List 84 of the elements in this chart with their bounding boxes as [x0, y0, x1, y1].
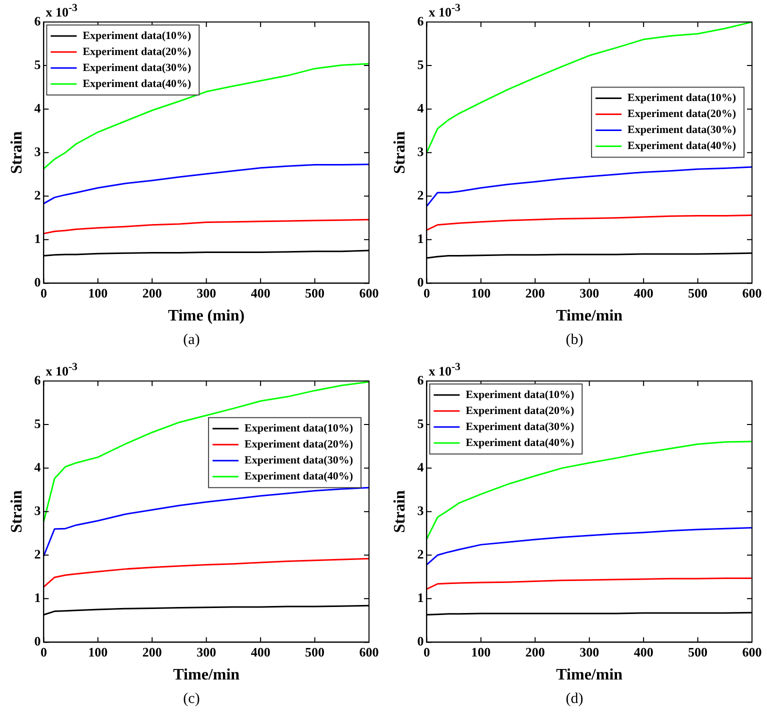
y-tick-label: 6 — [417, 13, 424, 28]
legend-label: Experiment data(30%) — [466, 420, 574, 433]
y-tick-label: 2 — [417, 546, 424, 562]
legend-label: Experiment data(10%) — [244, 422, 354, 434]
legend-label: Experiment data(10%) — [628, 92, 736, 104]
legend-label: Experiment data(20%) — [82, 46, 192, 58]
x-tick-label: 600 — [742, 644, 762, 660]
y-tick-label: 5 — [417, 56, 424, 72]
legend-label: Experiment data(40%) — [466, 436, 574, 449]
y-tick-label: 1 — [34, 231, 41, 246]
text: (a) — [182, 332, 201, 349]
x-tick-label: 200 — [525, 285, 545, 300]
text: x 10$^{-3}$ — [46, 2, 78, 20]
y-axis-title: Strain — [8, 490, 26, 533]
y-tick-label: 3 — [417, 502, 424, 518]
y-tick-label: 5 — [34, 56, 42, 72]
y-tick-label: 6 — [34, 13, 42, 28]
x-tick-label: 400 — [634, 285, 654, 300]
x-tick-label: 500 — [305, 644, 325, 660]
y-tick-label: 6 — [34, 372, 42, 388]
x-tick-label: 100 — [471, 644, 491, 660]
x-tick-label: 100 — [88, 644, 108, 660]
y-tick-label: 3 — [417, 144, 424, 159]
x-tick-label: 400 — [634, 644, 654, 660]
y-tick-label: 3 — [34, 502, 42, 518]
text: x 10$^{-3}$ — [428, 2, 460, 20]
x-axis-title: Time/min — [556, 666, 623, 684]
y-axis-title: Strain — [8, 131, 26, 174]
y-tick-label: 0 — [34, 274, 41, 290]
x-axis-title: Time/min — [556, 308, 623, 325]
legend-label: Experiment data(40%) — [628, 140, 736, 152]
y-tick-label: 0 — [417, 634, 424, 649]
y-tick-label: 1 — [417, 590, 424, 606]
legend-label: Experiment data(10%) — [82, 30, 192, 42]
x-tick-label: 500 — [688, 644, 708, 660]
y-tick-label: 2 — [417, 187, 424, 202]
x-tick-label: 600 — [359, 285, 379, 300]
text: x 10$^{-3}$ — [46, 361, 78, 380]
y-tick-label: 4 — [417, 459, 424, 474]
legend-label: Experiment data(40%) — [82, 78, 192, 90]
x-tick-label: 100 — [471, 285, 491, 300]
y-tick-label: 1 — [417, 231, 424, 246]
x-tick-label: 300 — [580, 285, 600, 300]
text: x 10$^{-3}$ — [428, 361, 460, 380]
y-tick-label: 2 — [34, 546, 41, 562]
y-tick-label: 4 — [34, 100, 42, 116]
x-tick-label: 400 — [250, 285, 270, 300]
y-tick-label: 5 — [417, 416, 424, 431]
legend-label: Experiment data(30%) — [244, 454, 354, 466]
y-tick-label: 6 — [417, 372, 424, 388]
x-tick-label: 200 — [142, 285, 162, 300]
x-tick-label: 400 — [250, 644, 270, 660]
x-tick-label: 200 — [142, 644, 162, 660]
x-tick-label: 100 — [88, 285, 108, 300]
y-tick-label: 3 — [34, 144, 42, 159]
x-tick-label: 500 — [688, 285, 708, 300]
legend-label: Experiment data(20%) — [466, 404, 574, 417]
text: (d) — [564, 691, 584, 708]
x-tick-label: 300 — [196, 644, 216, 660]
legend-label: Experiment data(20%) — [628, 108, 736, 120]
y-tick-label: 1 — [34, 590, 41, 606]
text: (b) — [564, 332, 584, 349]
x-tick-label: 300 — [580, 644, 600, 660]
legend-label: Experiment data(30%) — [82, 62, 192, 74]
y-axis-title: Strain — [392, 131, 409, 174]
x-axis-title: Time (min) — [168, 308, 245, 325]
text: (c) — [182, 691, 201, 708]
y-tick-label: 0 — [34, 634, 41, 649]
legend-label: Experiment data(30%) — [628, 124, 736, 136]
x-tick-label: 300 — [196, 285, 216, 300]
x-tick-label: 500 — [305, 285, 325, 300]
x-tick-label: 600 — [359, 644, 379, 660]
y-tick-label: 4 — [34, 459, 42, 474]
x-tick-label: 200 — [525, 644, 545, 660]
y-tick-label: 2 — [34, 187, 41, 202]
x-axis-title: Time/min — [173, 666, 240, 684]
y-tick-label: 5 — [34, 416, 42, 431]
legend-label: Experiment data(40%) — [244, 470, 354, 482]
legend-label: Experiment data(10%) — [466, 388, 574, 401]
x-tick-label: 600 — [742, 285, 762, 300]
legend-label: Experiment data(20%) — [244, 438, 354, 450]
y-tick-label: 0 — [417, 274, 424, 290]
y-tick-label: 4 — [417, 100, 424, 116]
y-axis-title: Strain — [392, 490, 409, 533]
